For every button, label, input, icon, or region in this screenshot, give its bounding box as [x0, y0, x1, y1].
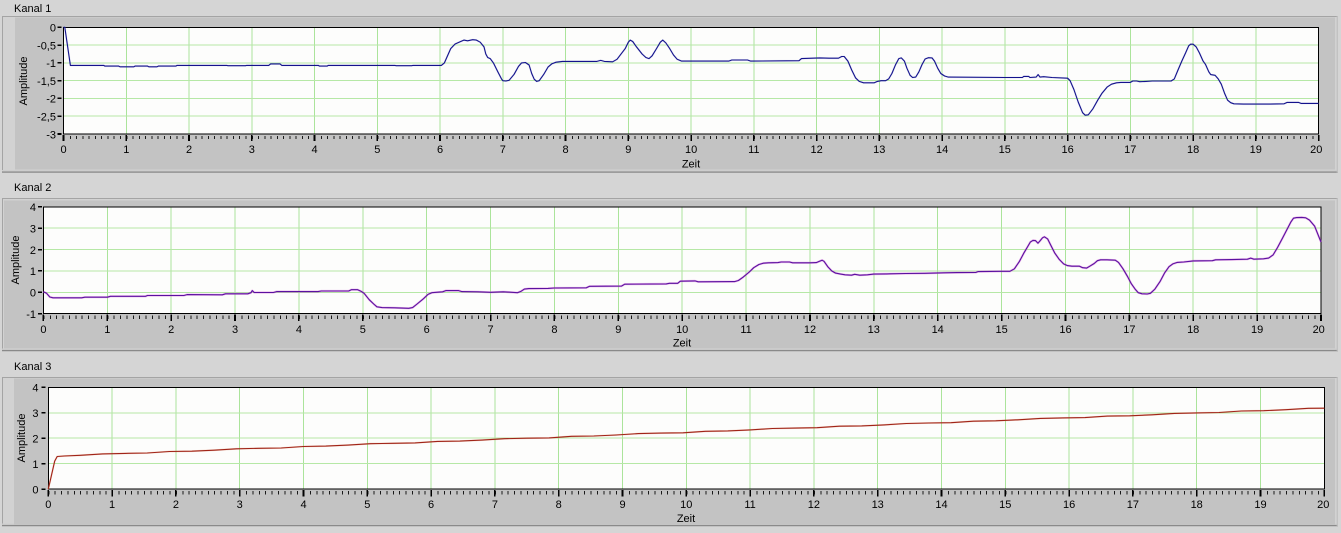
svg-text:16: 16 — [1063, 499, 1075, 511]
svg-text:11: 11 — [744, 499, 755, 511]
svg-text:2: 2 — [173, 499, 179, 511]
svg-text:0: 0 — [32, 484, 38, 496]
svg-text:-3: -3 — [46, 129, 56, 141]
svg-text:-0,5: -0,5 — [37, 40, 56, 52]
svg-text:1: 1 — [30, 266, 36, 278]
svg-text:12: 12 — [804, 324, 816, 336]
svg-text:1: 1 — [32, 459, 38, 471]
svg-text:8: 8 — [562, 144, 568, 156]
svg-text:10: 10 — [685, 144, 697, 156]
svg-text:11: 11 — [740, 324, 751, 336]
svg-text:1: 1 — [109, 499, 115, 511]
svg-text:15: 15 — [995, 324, 1007, 336]
svg-text:4: 4 — [311, 144, 317, 156]
svg-text:18: 18 — [1187, 324, 1199, 336]
svg-text:18: 18 — [1187, 144, 1199, 156]
svg-text:16: 16 — [1061, 144, 1073, 156]
svg-text:9: 9 — [615, 324, 621, 336]
svg-text:8: 8 — [551, 324, 557, 336]
svg-text:7: 7 — [488, 324, 494, 336]
svg-text:Amplitude: Amplitude — [18, 57, 30, 106]
svg-text:11: 11 — [748, 144, 759, 156]
svg-text:13: 13 — [873, 144, 885, 156]
svg-text:9: 9 — [625, 144, 631, 156]
svg-text:14: 14 — [932, 324, 944, 336]
svg-text:2: 2 — [32, 434, 38, 446]
svg-text:Kanal 1: Kanal 1 — [14, 3, 51, 15]
svg-text:17: 17 — [1124, 144, 1136, 156]
svg-text:-2,5: -2,5 — [37, 112, 56, 124]
svg-text:14: 14 — [936, 144, 948, 156]
svg-text:20: 20 — [1310, 144, 1322, 156]
svg-text:Amplitude: Amplitude — [16, 414, 28, 463]
svg-text:4: 4 — [296, 324, 302, 336]
svg-text:19: 19 — [1251, 324, 1263, 336]
svg-text:Zeit: Zeit — [682, 158, 700, 170]
svg-text:16: 16 — [1059, 324, 1071, 336]
svg-text:Amplitude: Amplitude — [10, 236, 22, 285]
svg-text:4: 4 — [300, 499, 306, 511]
svg-text:20: 20 — [1313, 324, 1325, 336]
svg-text:-2: -2 — [46, 94, 56, 106]
svg-text:0: 0 — [50, 23, 56, 35]
svg-text:6: 6 — [424, 324, 430, 336]
svg-text:1: 1 — [123, 144, 129, 156]
svg-text:3: 3 — [32, 408, 38, 420]
svg-text:2: 2 — [168, 324, 174, 336]
svg-text:9: 9 — [619, 499, 625, 511]
svg-text:6: 6 — [428, 499, 434, 511]
svg-text:18: 18 — [1191, 499, 1203, 511]
svg-text:12: 12 — [810, 144, 822, 156]
svg-text:4: 4 — [32, 383, 38, 395]
svg-text:4: 4 — [30, 202, 36, 214]
svg-text:14: 14 — [935, 499, 947, 511]
svg-text:13: 13 — [872, 499, 884, 511]
svg-text:Zeit: Zeit — [677, 513, 695, 525]
svg-text:5: 5 — [364, 499, 370, 511]
svg-text:5: 5 — [374, 144, 380, 156]
svg-text:10: 10 — [676, 324, 688, 336]
svg-text:0: 0 — [45, 499, 51, 511]
svg-text:0: 0 — [30, 288, 36, 300]
svg-text:5: 5 — [360, 324, 366, 336]
svg-text:Kanal 2: Kanal 2 — [14, 182, 51, 194]
svg-text:1: 1 — [104, 324, 110, 336]
svg-text:3: 3 — [232, 324, 238, 336]
svg-text:13: 13 — [868, 324, 880, 336]
svg-text:Kanal 3: Kanal 3 — [14, 361, 51, 373]
svg-text:8: 8 — [556, 499, 562, 511]
svg-text:-1: -1 — [26, 309, 36, 321]
svg-text:6: 6 — [437, 144, 443, 156]
svg-text:3: 3 — [30, 224, 36, 236]
svg-text:3: 3 — [237, 499, 243, 511]
svg-text:-1: -1 — [46, 58, 56, 70]
svg-text:20: 20 — [1317, 499, 1329, 511]
svg-text:10: 10 — [680, 499, 692, 511]
svg-text:19: 19 — [1254, 499, 1266, 511]
svg-text:17: 17 — [1123, 324, 1135, 336]
svg-text:0: 0 — [60, 144, 66, 156]
svg-text:7: 7 — [492, 499, 498, 511]
svg-text:7: 7 — [500, 144, 506, 156]
svg-text:19: 19 — [1250, 144, 1262, 156]
svg-text:Zeit: Zeit — [673, 338, 691, 350]
svg-text:2: 2 — [186, 144, 192, 156]
svg-text:0: 0 — [40, 324, 46, 336]
svg-text:3: 3 — [249, 144, 255, 156]
svg-text:2: 2 — [30, 245, 36, 257]
svg-text:15: 15 — [999, 144, 1011, 156]
svg-text:15: 15 — [999, 499, 1011, 511]
svg-text:-1,5: -1,5 — [37, 76, 56, 88]
svg-text:17: 17 — [1127, 499, 1139, 511]
svg-text:12: 12 — [808, 499, 820, 511]
